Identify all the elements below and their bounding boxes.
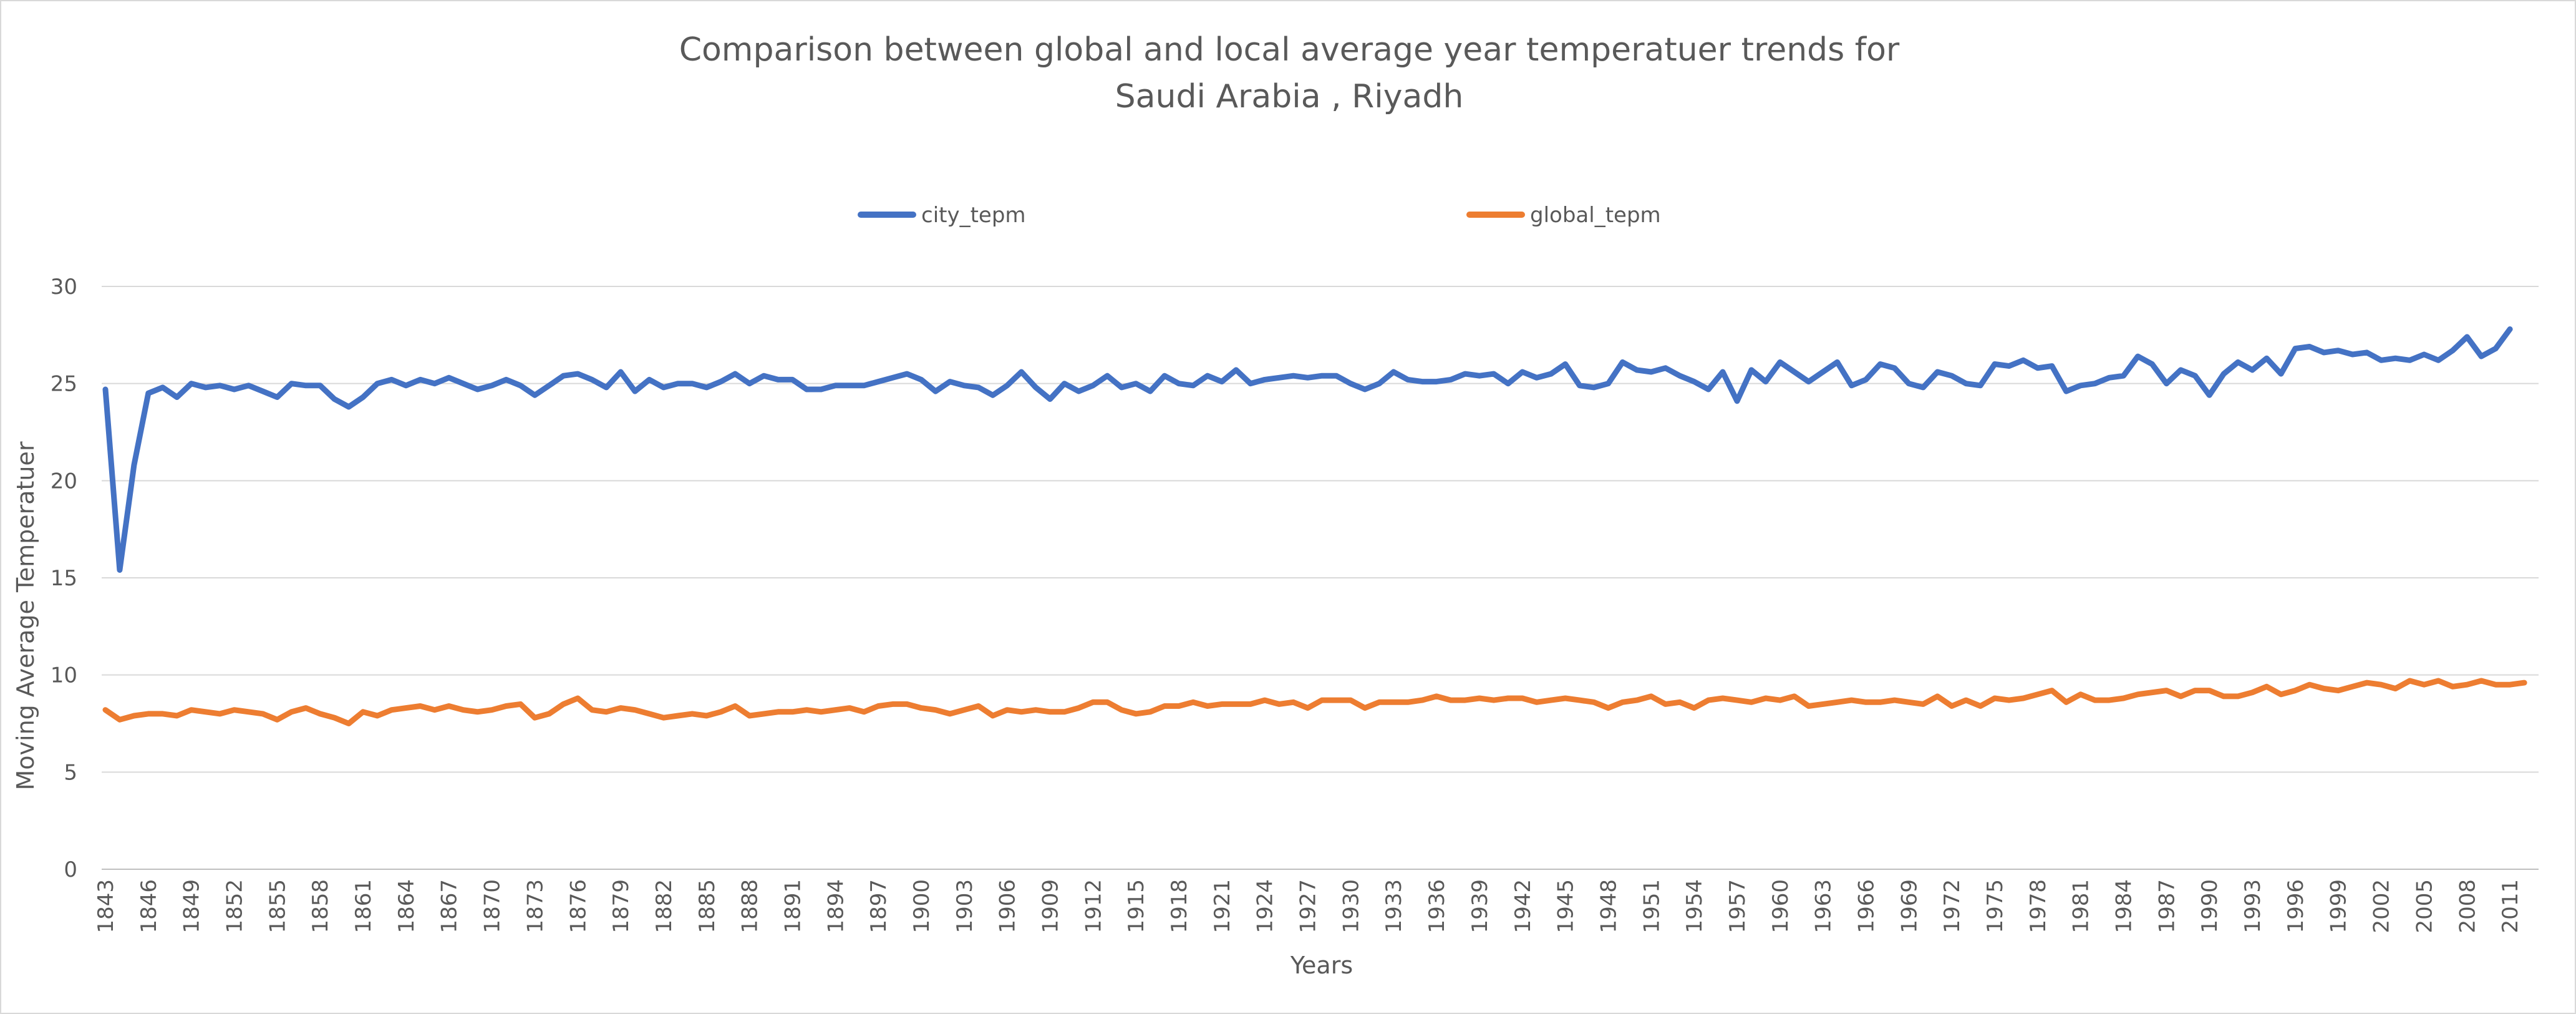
x-tick-label: 1996	[2283, 879, 2308, 934]
x-tick-label: 1921	[1210, 879, 1235, 934]
x-tick-label: 2011	[2498, 879, 2523, 934]
x-tick-label: 1942	[1511, 879, 1536, 934]
x-tick-label: 2008	[2455, 879, 2480, 934]
series-lines	[102, 326, 2527, 726]
x-tick-label: 1930	[1339, 879, 1363, 934]
x-tick-label: 1933	[1382, 879, 1407, 934]
y-tick-label: 20	[51, 469, 77, 494]
x-tick-label: 1849	[180, 879, 205, 934]
y-tick-label: 10	[51, 663, 77, 688]
x-axis-title: Years	[1290, 952, 1353, 979]
y-tick-label: 15	[51, 566, 77, 591]
x-tick-label: 1855	[265, 879, 290, 934]
x-tick-label: 1957	[1725, 879, 1750, 934]
x-tick-label: 1915	[1124, 879, 1149, 934]
y-tick-label: 0	[64, 857, 77, 882]
x-tick-label: 1951	[1639, 879, 1664, 934]
x-tick-label: 1888	[738, 879, 763, 934]
x-tick-label: 1900	[909, 879, 934, 934]
x-tick-label: 1882	[652, 879, 677, 934]
y-axis-ticks: 0 5 10 15 20 25 30	[51, 275, 77, 882]
x-tick-label: 1936	[1425, 879, 1450, 934]
x-tick-label: 1990	[2197, 879, 2222, 934]
x-tick-label: 1897	[866, 879, 891, 934]
x-tick-label: 1864	[394, 879, 419, 934]
legend: city_tepm global_tepm	[858, 203, 1661, 228]
series-line-global_tepm	[102, 678, 2527, 726]
x-tick-label: 1987	[2154, 879, 2179, 934]
y-axis-title: Moving Average Temperatuer	[12, 441, 39, 790]
x-tick-label: 1963	[1811, 879, 1836, 934]
gridlines	[102, 286, 2539, 870]
x-tick-label: 1918	[1167, 879, 1192, 934]
x-axis-ticks: 1843 1846 1849 1852 1855 1858 1861 1864 1867 1870…	[94, 879, 2523, 934]
x-tick-label: 1966	[1854, 879, 1879, 934]
y-tick-label: 5	[64, 760, 77, 785]
x-tick-label: 2002	[2370, 879, 2394, 934]
x-tick-label: 1969	[1897, 879, 1922, 934]
x-tick-label: 1948	[1596, 879, 1621, 934]
x-tick-label: 1858	[308, 879, 333, 934]
x-tick-label: 1927	[1296, 879, 1321, 934]
x-tick-label: 1960	[1768, 879, 1793, 934]
x-tick-label: 1924	[1253, 879, 1278, 934]
chart-title-line-2: Saudi Arabia , Riyadh	[1115, 78, 1464, 115]
x-tick-label: 1978	[2026, 879, 2051, 934]
x-tick-label: 1876	[566, 879, 591, 934]
x-tick-label: 1972	[1940, 879, 1965, 934]
x-tick-label: 1852	[223, 879, 248, 934]
x-tick-label: 1879	[609, 879, 634, 934]
x-tick-label: 1870	[480, 879, 505, 934]
x-tick-label: 1861	[351, 879, 376, 934]
x-tick-label: 1981	[2069, 879, 2094, 934]
x-tick-label: 1993	[2240, 879, 2265, 934]
x-tick-label: 1891	[780, 879, 805, 934]
series-line-city_tepm	[102, 326, 2513, 573]
x-tick-label: 1909	[1039, 879, 1063, 934]
x-tick-label: 1867	[437, 879, 462, 934]
y-tick-label: 30	[51, 275, 77, 300]
x-tick-label: 1906	[995, 879, 1020, 934]
legend-label-global: global_tepm	[1530, 203, 1661, 228]
x-tick-label: 1885	[695, 879, 720, 934]
x-tick-label: 1912	[1081, 879, 1106, 934]
x-tick-label: 1999	[2327, 879, 2351, 934]
chart-title-line-1: Comparison between global and local aver…	[679, 31, 1900, 69]
legend-label-city: city_tepm	[921, 203, 1026, 228]
x-tick-label: 1954	[1682, 879, 1707, 934]
x-tick-label: 1984	[2112, 879, 2137, 934]
x-tick-label: 1843	[94, 879, 119, 934]
x-tick-label: 1903	[952, 879, 977, 934]
x-tick-label: 2005	[2412, 879, 2437, 934]
y-tick-label: 25	[51, 372, 77, 397]
x-tick-label: 1975	[1983, 879, 2008, 934]
x-tick-label: 1939	[1468, 879, 1493, 934]
x-tick-label: 1945	[1554, 879, 1579, 934]
x-tick-label: 1894	[823, 879, 848, 934]
x-tick-label: 1846	[137, 879, 162, 934]
x-tick-label: 1873	[523, 879, 548, 934]
